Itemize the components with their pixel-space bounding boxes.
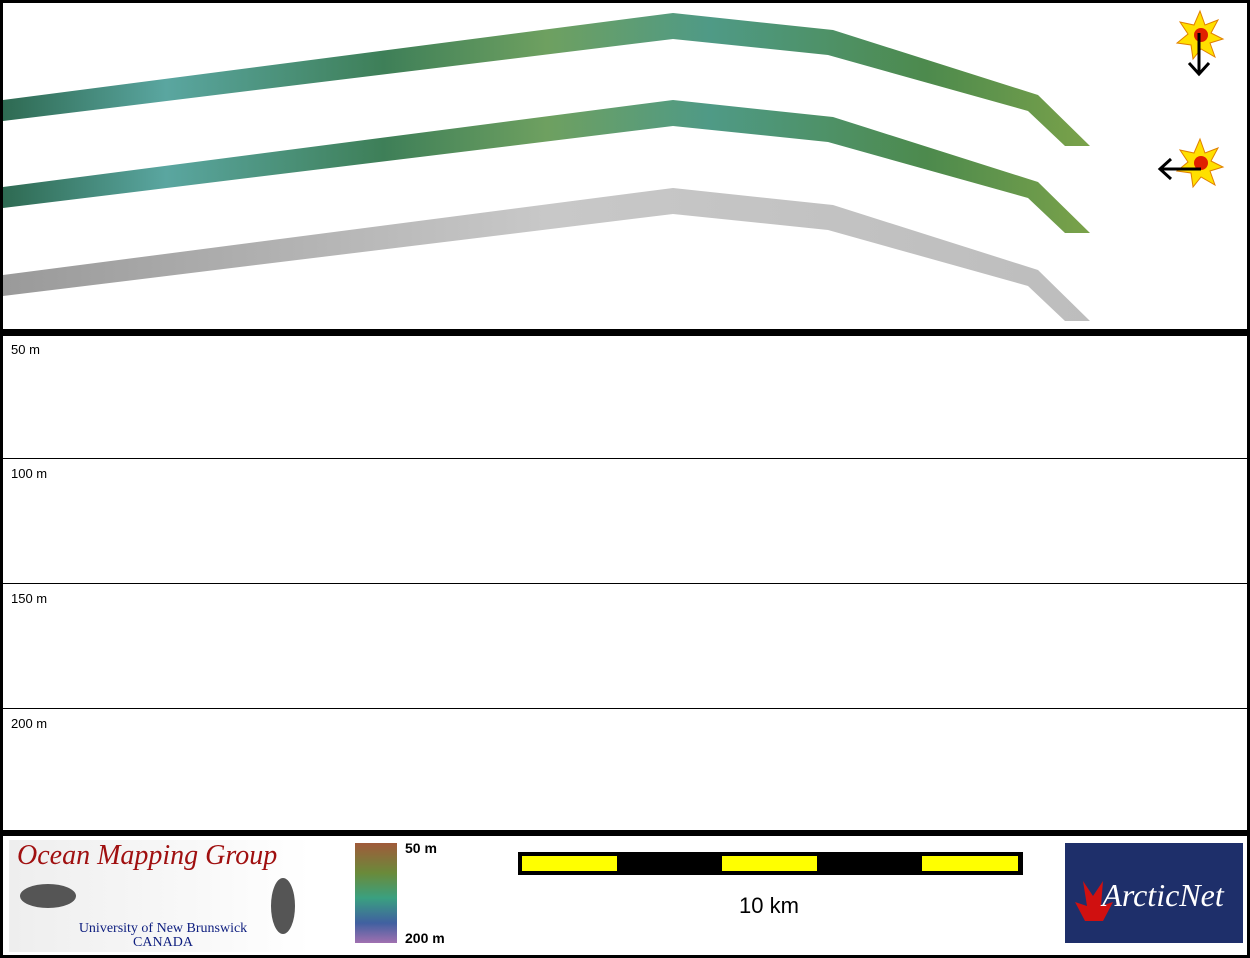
swath-relief-2 [3,100,1090,233]
depth-panel: 50 m 100 m 150 m 200 m [3,336,1247,830]
logo-ship [271,878,295,934]
swath-panel [3,3,1247,329]
depth-label: 200 m [11,716,48,731]
depth-label: 100 m [11,466,48,481]
logo-right [1065,843,1243,943]
scale-label: 10 km [739,893,799,918]
scale-segment [922,856,1018,871]
logo-title: Ocean Mapping Group [17,840,277,871]
sun-icon-2 [1157,137,1225,189]
logo-line: CANADA [133,935,194,950]
footer: Ocean Mapping Group University of New Br… [3,836,1247,955]
depth-line [3,583,1247,584]
logo-line: University of New Brunswick [79,921,247,936]
swath-relief-1 [3,13,1090,146]
logo-ship [20,884,76,908]
colorbar [355,843,397,943]
colorbar-label: 50 m [405,840,437,856]
depth-line [3,458,1247,459]
sun-icon-1 [1175,9,1225,77]
depth-line [3,708,1247,709]
depth-label: 150 m [11,591,48,606]
scale-segment [522,856,617,871]
depth-label: 50 m [11,342,40,357]
swath-backscatter [3,188,1090,321]
colorbar-label: 200 m [405,930,445,946]
footer-graphics: Ocean Mapping Group University of New Br… [9,840,1243,952]
scale-segment [722,856,817,871]
swath-view [3,9,1225,321]
maple-leaf [1075,881,1113,921]
logo-right-title: ArcticNet [1100,877,1225,913]
